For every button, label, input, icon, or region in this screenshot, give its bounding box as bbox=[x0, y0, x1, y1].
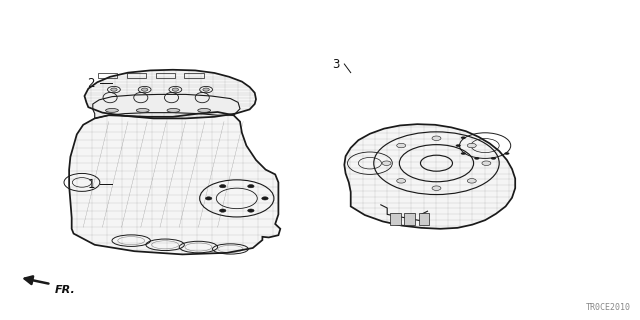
Polygon shape bbox=[93, 94, 240, 118]
Circle shape bbox=[203, 88, 209, 91]
Circle shape bbox=[491, 157, 496, 160]
Circle shape bbox=[172, 88, 179, 91]
Bar bbox=[390, 213, 401, 225]
Circle shape bbox=[220, 185, 226, 188]
Text: 2: 2 bbox=[87, 77, 95, 90]
Circle shape bbox=[397, 143, 406, 148]
Circle shape bbox=[461, 136, 466, 139]
Bar bbox=[184, 73, 204, 78]
Circle shape bbox=[397, 179, 406, 183]
Polygon shape bbox=[344, 124, 515, 229]
Circle shape bbox=[432, 136, 441, 140]
Circle shape bbox=[205, 197, 212, 200]
Circle shape bbox=[111, 88, 117, 91]
Bar bbox=[98, 73, 117, 78]
Circle shape bbox=[482, 161, 491, 165]
Text: TR0CE2010: TR0CE2010 bbox=[586, 303, 630, 312]
Circle shape bbox=[432, 186, 441, 190]
Bar bbox=[404, 213, 415, 225]
Circle shape bbox=[467, 179, 476, 183]
Circle shape bbox=[220, 209, 226, 212]
Circle shape bbox=[467, 143, 476, 148]
Ellipse shape bbox=[167, 108, 180, 112]
Circle shape bbox=[504, 152, 509, 155]
Circle shape bbox=[248, 209, 254, 212]
Ellipse shape bbox=[198, 108, 211, 112]
Circle shape bbox=[141, 88, 148, 91]
Circle shape bbox=[262, 197, 268, 200]
Ellipse shape bbox=[136, 108, 149, 112]
Polygon shape bbox=[84, 70, 256, 118]
Circle shape bbox=[474, 157, 479, 160]
Circle shape bbox=[248, 185, 254, 188]
Text: 1: 1 bbox=[87, 178, 95, 190]
Circle shape bbox=[382, 161, 391, 165]
Polygon shape bbox=[69, 112, 280, 254]
Bar bbox=[419, 213, 429, 225]
Bar bbox=[156, 73, 175, 78]
Text: FR.: FR. bbox=[55, 285, 76, 295]
Ellipse shape bbox=[106, 108, 118, 112]
Bar bbox=[127, 73, 146, 78]
Circle shape bbox=[456, 144, 461, 147]
Text: 3: 3 bbox=[332, 58, 339, 70]
Circle shape bbox=[461, 152, 466, 155]
